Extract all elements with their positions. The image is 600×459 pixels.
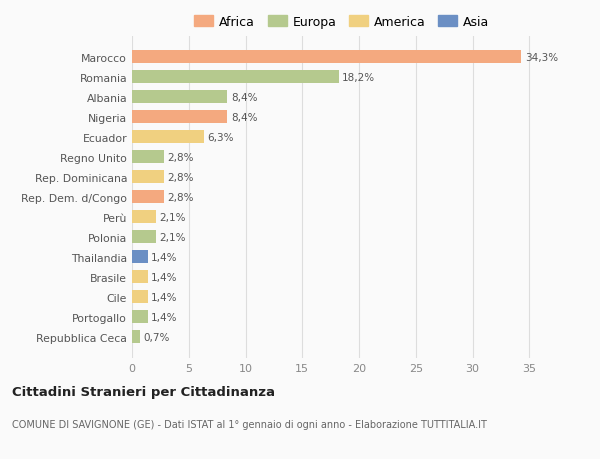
Text: 0,7%: 0,7%	[143, 332, 170, 342]
Bar	[132, 231, 156, 244]
Bar	[132, 171, 164, 184]
Bar	[132, 151, 164, 164]
Text: 2,1%: 2,1%	[159, 232, 186, 242]
Text: 2,8%: 2,8%	[167, 152, 194, 162]
Bar	[132, 131, 203, 144]
Text: 8,4%: 8,4%	[231, 93, 257, 103]
Legend: Africa, Europa, America, Asia: Africa, Europa, America, Asia	[190, 11, 494, 34]
Bar	[132, 251, 148, 263]
Text: COMUNE DI SAVIGNONE (GE) - Dati ISTAT al 1° gennaio di ogni anno - Elaborazione : COMUNE DI SAVIGNONE (GE) - Dati ISTAT al…	[12, 419, 487, 429]
Text: 6,3%: 6,3%	[207, 133, 233, 143]
Text: 2,1%: 2,1%	[159, 213, 186, 222]
Bar	[132, 111, 227, 124]
Bar	[132, 211, 156, 224]
Text: 2,8%: 2,8%	[167, 173, 194, 182]
Text: 8,4%: 8,4%	[231, 112, 257, 123]
Bar	[132, 71, 338, 84]
Text: 2,8%: 2,8%	[167, 192, 194, 202]
Text: 18,2%: 18,2%	[342, 73, 375, 83]
Bar	[132, 51, 521, 64]
Text: 1,4%: 1,4%	[151, 312, 178, 322]
Bar	[132, 291, 148, 303]
Bar	[132, 191, 164, 204]
Text: 1,4%: 1,4%	[151, 252, 178, 262]
Text: 1,4%: 1,4%	[151, 292, 178, 302]
Text: Cittadini Stranieri per Cittadinanza: Cittadini Stranieri per Cittadinanza	[12, 385, 275, 398]
Bar	[132, 91, 227, 104]
Text: 34,3%: 34,3%	[525, 53, 558, 63]
Bar	[132, 330, 140, 343]
Text: 1,4%: 1,4%	[151, 272, 178, 282]
Bar	[132, 311, 148, 324]
Bar	[132, 271, 148, 284]
